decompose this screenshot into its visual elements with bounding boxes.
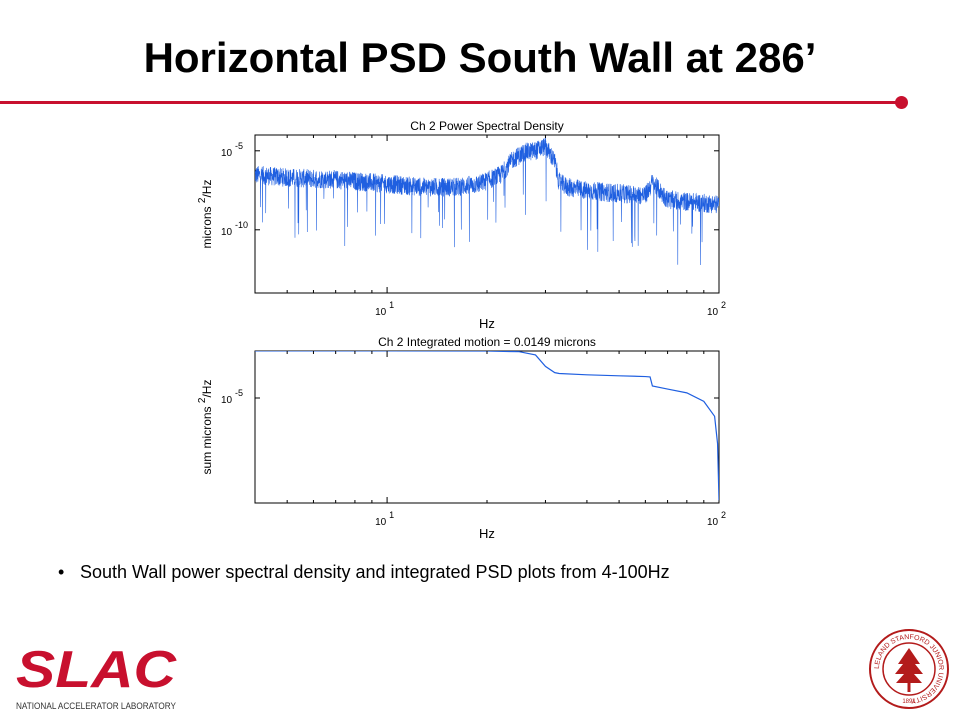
x-tick-label-exp: 1 [389, 510, 394, 520]
y-tick-label-base: 10 [221, 148, 233, 159]
y-tick-label-base: 10 [221, 227, 233, 238]
y-tick-label: 10-5 [221, 141, 243, 159]
x-tick-label: 101 [375, 300, 394, 318]
y-axis-label-exp: 2 [197, 397, 208, 403]
x-tick-label: 101 [375, 510, 394, 528]
y-axis-label-unit: /Hz [200, 180, 214, 198]
chart-title: Ch 2 Power Spectral Density [410, 119, 563, 133]
slac-subtitle: NATIONAL ACCELERATOR LABORATORY [16, 701, 176, 711]
x-axis-label: Hz [479, 316, 495, 331]
title-rule [0, 101, 900, 104]
y-axis-label: sum microns 2/Hz [197, 380, 214, 475]
psd-trace [255, 136, 719, 266]
integrated-trace [255, 351, 719, 501]
y-tick-label: 10-5 [221, 388, 243, 406]
stanford-seal: LELAND STANFORD JUNIOR UNIVERSITY 1891 [869, 629, 949, 709]
x-tick-label-base: 10 [375, 307, 387, 318]
slide-title: Horizontal PSD South Wall at 286’ [143, 34, 817, 81]
x-tick-label: 102 [707, 300, 726, 318]
x-tick-label-exp: 2 [721, 510, 726, 520]
x-tick-label-base: 10 [707, 307, 719, 318]
x-tick-label-base: 10 [707, 517, 719, 528]
y-axis-label: microns 2/Hz [197, 180, 214, 249]
tree-icon [895, 648, 923, 692]
y-tick-label-exp: -5 [235, 141, 243, 151]
y-tick-label: 10-10 [221, 220, 248, 238]
y-axis-label-exp: 2 [197, 197, 208, 203]
bullet-marker: • [58, 562, 65, 582]
x-tick-label-exp: 2 [721, 300, 726, 310]
slac-wordmark: SLAC [16, 645, 178, 699]
y-tick-label-base: 10 [221, 395, 233, 406]
x-axis-label: Hz [479, 526, 495, 541]
bullet-item: • South Wall power spectral density and i… [58, 562, 670, 583]
y-tick-label-exp: -5 [235, 388, 243, 398]
y-axis-label-base: microns [200, 203, 214, 248]
x-tick-label: 102 [707, 510, 726, 528]
slac-logo: SLAC NATIONAL ACCELERATOR LABORATORY [16, 645, 178, 711]
x-tick-label-base: 10 [375, 517, 387, 528]
title-rule-end-dot [895, 96, 908, 109]
y-tick-label-exp: -10 [235, 220, 248, 230]
bullet-text: South Wall power spectral density and in… [80, 562, 670, 582]
y-axis-label-unit: /Hz [200, 380, 214, 398]
x-tick-label-exp: 1 [389, 300, 394, 310]
seal-year: 1891 [902, 699, 916, 705]
y-axis-label-base: sum microns [200, 403, 214, 474]
chart-title: Ch 2 Integrated motion = 0.0149 microns [378, 335, 596, 349]
plot-frame [254, 134, 720, 294]
plot-frame [254, 350, 720, 504]
